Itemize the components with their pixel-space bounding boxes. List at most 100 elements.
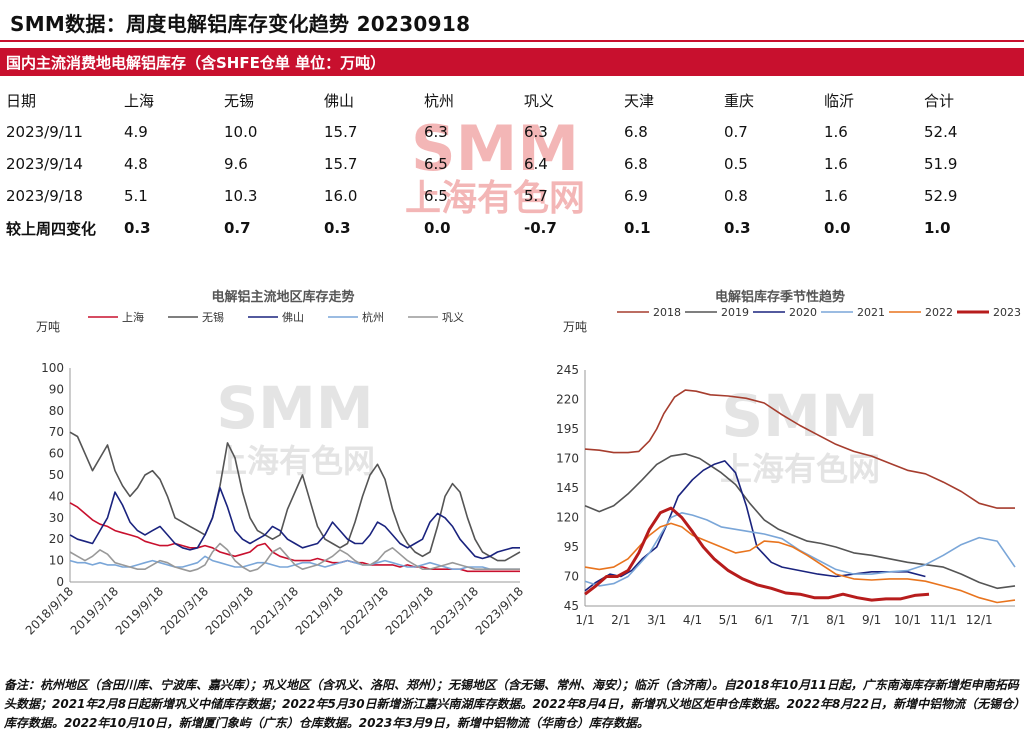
watermark-brand: SMM — [411, 112, 579, 185]
series-line-2019 — [584, 453, 1016, 590]
x-tick-label: 2023/9/18 — [473, 584, 526, 637]
table-cell: 10.3 — [224, 187, 258, 205]
change-cell: -0.7 — [524, 219, 557, 237]
x-tick-label: 2/1 — [611, 613, 630, 627]
legend-label: 杭州 — [362, 310, 384, 324]
table-cell: 6.4 — [524, 155, 548, 173]
table-cell: 4.9 — [124, 123, 148, 141]
series-line-2021 — [584, 511, 1016, 587]
y-tick-label: 170 — [556, 452, 579, 466]
x-tick-label: 2021/9/18 — [293, 584, 346, 637]
y-tick-label: 195 — [556, 422, 579, 436]
change-row: 较上周四变化 0.3 0.7 0.3 0.0 -0.7 0.1 0.3 0.0 … — [0, 212, 1024, 244]
y-tick-label: 90 — [49, 382, 64, 396]
legend-label: 佛山 — [282, 311, 304, 324]
y-unit-label: 万吨 — [36, 320, 60, 334]
x-tick-label: 6/1 — [755, 613, 774, 627]
x-tick-label: 3/1 — [647, 613, 666, 627]
chart-watermark-cn: 上海有色网 — [720, 450, 880, 488]
table-cell: 0.7 — [724, 123, 748, 141]
col-header: 上海 — [124, 91, 155, 110]
table-cell: 1.6 — [824, 123, 848, 141]
table-banner-text: 国内主流消费地电解铝库存（含SHFE仓单 单位：万吨） — [6, 54, 386, 72]
y-tick-label: 70 — [49, 425, 64, 439]
inventory-table: 日期 上海 无锡 佛山 杭州 巩义 天津 重庆 临沂 合计 2023/9/11 … — [0, 84, 1024, 244]
table-cell: 6.5 — [424, 187, 448, 205]
col-header: 日期 — [6, 91, 37, 110]
x-tick-label: 11/1 — [930, 613, 957, 627]
table-banner: 国内主流消费地电解铝库存（含SHFE仓单 单位：万吨） — [0, 48, 1024, 76]
table-cell: 10.0 — [224, 123, 258, 141]
series-line-2020 — [584, 460, 926, 592]
series-line-佛山 — [69, 487, 520, 560]
y-tick-label: 50 — [49, 468, 64, 482]
change-cell: 0.3 — [724, 219, 751, 237]
legend-label: 2019 — [721, 306, 749, 319]
table-cell: 4.8 — [124, 155, 148, 173]
col-header: 杭州 — [424, 91, 455, 110]
table-cell: 0.5 — [724, 155, 748, 173]
legend-label: 2021 — [857, 306, 885, 319]
table-cell: 6.3 — [524, 123, 548, 141]
series-line-无锡 — [69, 431, 521, 562]
title-divider — [0, 40, 1024, 42]
chart-watermark-brand: SMM — [216, 374, 373, 442]
chart-watermark-cn: 上海有色网 — [215, 442, 375, 480]
chart-title: 电解铝主流地区库存走势 — [211, 289, 354, 305]
y-tick-label: 60 — [49, 447, 64, 461]
change-cell: 1.0 — [924, 219, 951, 237]
col-header: 天津 — [624, 91, 655, 110]
col-header: 无锡 — [224, 91, 255, 110]
table-row: 2023/9/11 4.9 10.0 15.7 6.3 6.3 6.8 0.7 … — [0, 116, 1024, 148]
legend-label: 2022 — [925, 306, 953, 319]
x-tick-label: 10/1 — [894, 613, 921, 627]
x-tick-label: 2022/9/18 — [383, 584, 436, 637]
series-line-上海 — [69, 502, 520, 573]
change-cell: 0.0 — [824, 219, 851, 237]
table-cell: 1.6 — [824, 187, 848, 205]
table-cell: 9.6 — [224, 155, 248, 173]
table-cell: 5.7 — [524, 187, 548, 205]
page-title: SMM数据：周度电解铝库存变化趋势 20230918 — [10, 12, 471, 36]
y-tick-label: 20 — [49, 532, 64, 546]
change-cell: 0.3 — [324, 219, 351, 237]
table-cell: 2023/9/14 — [6, 155, 83, 173]
series-line-2018 — [584, 389, 1015, 509]
x-tick-label: 1/1 — [575, 613, 594, 627]
change-cell: 0.0 — [424, 219, 451, 237]
col-header: 巩义 — [524, 91, 555, 110]
table-cell: 1.6 — [824, 155, 848, 173]
x-tick-label: 2020/9/18 — [203, 584, 256, 637]
y-unit-label: 万吨 — [563, 320, 587, 334]
legend-label: 2023 — [993, 306, 1021, 319]
change-cell: 0.7 — [224, 219, 251, 237]
table-row: 2023/9/14 4.8 9.6 15.7 6.5 6.4 6.8 0.5 1… — [0, 148, 1024, 180]
y-tick-label: 70 — [564, 570, 579, 584]
y-tick-label: 100 — [41, 361, 64, 375]
table-cell: 5.1 — [124, 187, 148, 205]
col-header: 临沂 — [824, 91, 855, 110]
y-tick-label: 30 — [49, 511, 64, 525]
footnote: 备注：杭州地区（含田川库、宁波库、嘉兴库）；巩义地区（含巩义、洛阳、郑州）；无锡… — [4, 678, 1020, 730]
y-tick-label: 95 — [564, 540, 579, 554]
change-cell: 0.3 — [124, 219, 151, 237]
y-tick-label: 245 — [556, 363, 579, 377]
col-header: 合计 — [924, 91, 955, 110]
change-cell: 0.1 — [624, 219, 651, 237]
watermark-cn: 上海有色网 — [405, 178, 585, 218]
table-cell: 52.4 — [924, 123, 958, 141]
series-line-2022 — [584, 522, 1016, 604]
series-line-2023 — [584, 506, 930, 602]
chart-title: 电解铝库存季节性趋势 — [715, 289, 845, 305]
table-cell: 6.8 — [624, 123, 648, 141]
legend-label: 2020 — [789, 306, 817, 319]
y-tick-label: 145 — [556, 481, 579, 495]
seasonal-inventory-chart: 电解铝库存季节性趋势 2018 2019 2020 2021 2022 2023 万吨 SMM上… — [556, 289, 1021, 627]
x-tick-label: 2022/3/18 — [338, 584, 391, 637]
legend-label: 巩义 — [442, 311, 464, 324]
series-line-巩义 — [69, 542, 520, 573]
x-tick-label: 2019/3/18 — [68, 584, 121, 637]
x-tick-label: 4/1 — [683, 613, 702, 627]
y-tick-label: 40 — [49, 489, 64, 503]
